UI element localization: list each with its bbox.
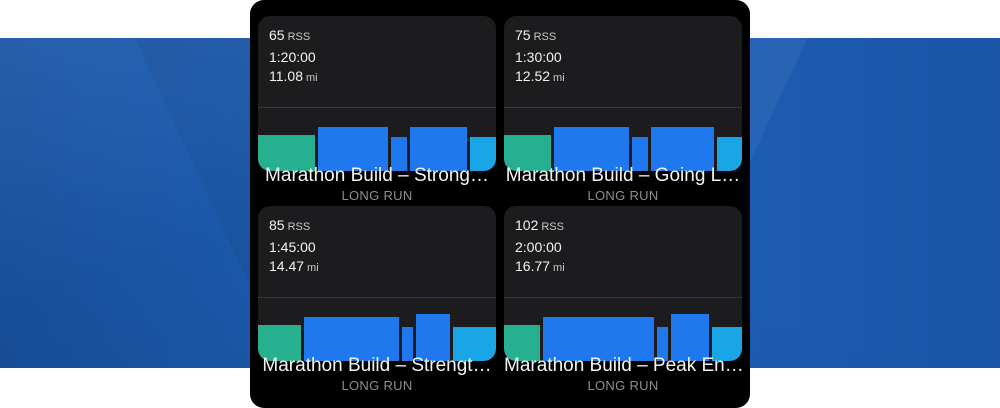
distance-stat: 14.47 mi	[269, 258, 319, 274]
workout-title[interactable]: Marathon Build – Strengt…	[262, 355, 492, 376]
workout-type-label: LONG RUN	[587, 378, 659, 393]
rss-stat: 102 RSS	[515, 217, 564, 233]
intensity-block-cooldown	[453, 327, 496, 361]
workout-type-label: LONG RUN	[341, 378, 413, 393]
distance-stat: 12.52 mi	[515, 68, 565, 84]
workout-card[interactable]: 75 RSS 1:30:00 12.52 mi	[504, 16, 742, 171]
workout-stats: 85 RSS 1:45:00 14.47 mi	[269, 216, 319, 279]
intensity-block-main	[632, 137, 648, 171]
intensity-block-main	[543, 317, 654, 361]
intensity-block-main	[651, 127, 714, 171]
workout-card[interactable]: 102 RSS 2:00:00 16.77 mi	[504, 206, 742, 361]
intensity-block-warmup	[258, 135, 315, 171]
workout-stats: 75 RSS 1:30:00 12.52 mi	[515, 26, 565, 89]
distance-stat: 11.08 mi	[269, 68, 318, 84]
rss-stat: 65 RSS	[269, 27, 311, 43]
intensity-block-main	[416, 314, 450, 361]
intensity-block-warmup	[504, 325, 540, 361]
workout-grid-panel: 65 RSS 1:20:00 11.08 mi Marathon Build – S…	[250, 0, 750, 408]
chart-divider	[504, 107, 742, 108]
intensity-block-warmup	[258, 325, 301, 361]
chart-divider	[258, 107, 496, 108]
workout-intensity-chart	[258, 206, 496, 361]
intensity-block-main	[671, 314, 709, 361]
duration-stat: 2:00:00	[515, 238, 562, 255]
intensity-block-warmup	[504, 135, 551, 171]
intensity-block-main	[402, 327, 413, 361]
workout-intensity-chart	[504, 206, 742, 361]
intensity-block-cooldown	[470, 137, 496, 171]
distance-stat: 16.77 mi	[515, 258, 565, 274]
workout-stats: 102 RSS 2:00:00 16.77 mi	[515, 216, 565, 279]
rss-stat: 75 RSS	[515, 27, 557, 43]
workout-stats: 65 RSS 1:20:00 11.08 mi	[269, 26, 318, 89]
intensity-block-cooldown	[712, 327, 742, 361]
intensity-block-main	[657, 327, 668, 361]
chart-divider	[258, 297, 496, 298]
intensity-block-main	[554, 127, 629, 171]
workout-intensity-chart	[258, 16, 496, 171]
workout-title[interactable]: Marathon Build – Going L…	[505, 165, 741, 186]
intensity-block-cooldown	[717, 137, 742, 171]
intensity-block-main	[318, 127, 388, 171]
rss-stat: 85 RSS	[269, 217, 311, 233]
workout-type-label: LONG RUN	[587, 188, 659, 203]
workout-type-label: LONG RUN	[341, 188, 413, 203]
duration-stat: 1:20:00	[269, 48, 316, 65]
duration-stat: 1:45:00	[269, 238, 316, 255]
workout-title[interactable]: Marathon Build – Strong…	[265, 165, 489, 186]
duration-stat: 1:30:00	[515, 48, 562, 65]
workout-intensity-chart	[504, 16, 742, 171]
intensity-block-main	[410, 127, 467, 171]
intensity-block-main	[304, 317, 399, 361]
intensity-block-main	[391, 137, 407, 171]
chart-divider	[504, 297, 742, 298]
workout-title[interactable]: Marathon Build – Peak En…	[504, 355, 744, 376]
workout-card[interactable]: 85 RSS 1:45:00 14.47 mi	[258, 206, 496, 361]
workout-card[interactable]: 65 RSS 1:20:00 11.08 mi	[258, 16, 496, 171]
